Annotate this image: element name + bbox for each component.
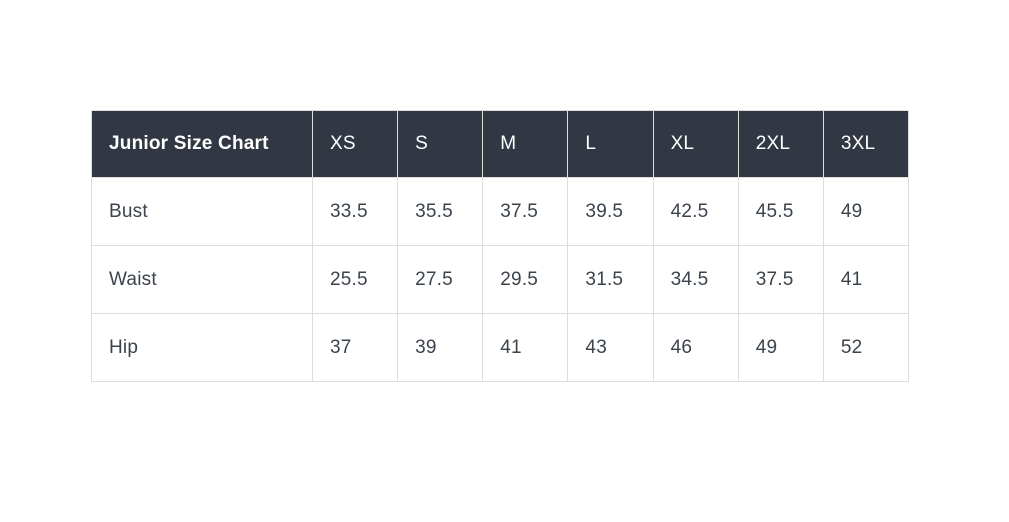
value-cell: 49 <box>822 177 910 246</box>
column-header-xl: XL <box>652 110 739 178</box>
value-cell: 39.5 <box>567 177 654 246</box>
junior-size-chart-table: Junior Size Chart XS S M L XL 2XL 3XL Bu… <box>91 110 910 382</box>
table-title: Junior Size Chart <box>91 110 313 178</box>
table-body: Bust 33.5 35.5 37.5 39.5 42.5 45.5 49 Wa… <box>91 177 910 382</box>
value-cell: 46 <box>652 313 739 382</box>
value-cell: 33.5 <box>311 177 399 246</box>
value-cell: 52 <box>822 313 910 382</box>
column-header-3xl: 3XL <box>822 110 910 178</box>
table-header: Junior Size Chart XS S M L XL 2XL 3XL <box>91 110 910 178</box>
value-cell: 41 <box>482 313 569 382</box>
value-cell: 25.5 <box>311 245 399 314</box>
column-header-2xl: 2XL <box>737 110 824 178</box>
value-cell: 37 <box>311 313 399 382</box>
value-cell: 29.5 <box>482 245 569 314</box>
table-row-bust: Bust 33.5 35.5 37.5 39.5 42.5 45.5 49 <box>91 177 910 246</box>
row-label: Waist <box>91 245 313 314</box>
column-header-l: L <box>567 110 654 178</box>
table-row-hip: Hip 37 39 41 43 46 49 52 <box>91 313 910 382</box>
size-chart-container: Junior Size Chart XS S M L XL 2XL 3XL Bu… <box>91 110 910 382</box>
row-label: Hip <box>91 313 313 382</box>
value-cell: 41 <box>822 245 910 314</box>
value-cell: 49 <box>737 313 824 382</box>
value-cell: 37.5 <box>482 177 569 246</box>
column-header-s: S <box>397 110 484 178</box>
header-row: Junior Size Chart XS S M L XL 2XL 3XL <box>91 110 910 178</box>
value-cell: 43 <box>567 313 654 382</box>
value-cell: 45.5 <box>737 177 824 246</box>
value-cell: 37.5 <box>737 245 824 314</box>
value-cell: 39 <box>397 313 484 382</box>
value-cell: 27.5 <box>397 245 484 314</box>
value-cell: 31.5 <box>567 245 654 314</box>
value-cell: 34.5 <box>652 245 739 314</box>
column-header-xs: XS <box>311 110 399 178</box>
table-row-waist: Waist 25.5 27.5 29.5 31.5 34.5 37.5 41 <box>91 245 910 314</box>
row-label: Bust <box>91 177 313 246</box>
column-header-m: M <box>482 110 569 178</box>
value-cell: 35.5 <box>397 177 484 246</box>
value-cell: 42.5 <box>652 177 739 246</box>
